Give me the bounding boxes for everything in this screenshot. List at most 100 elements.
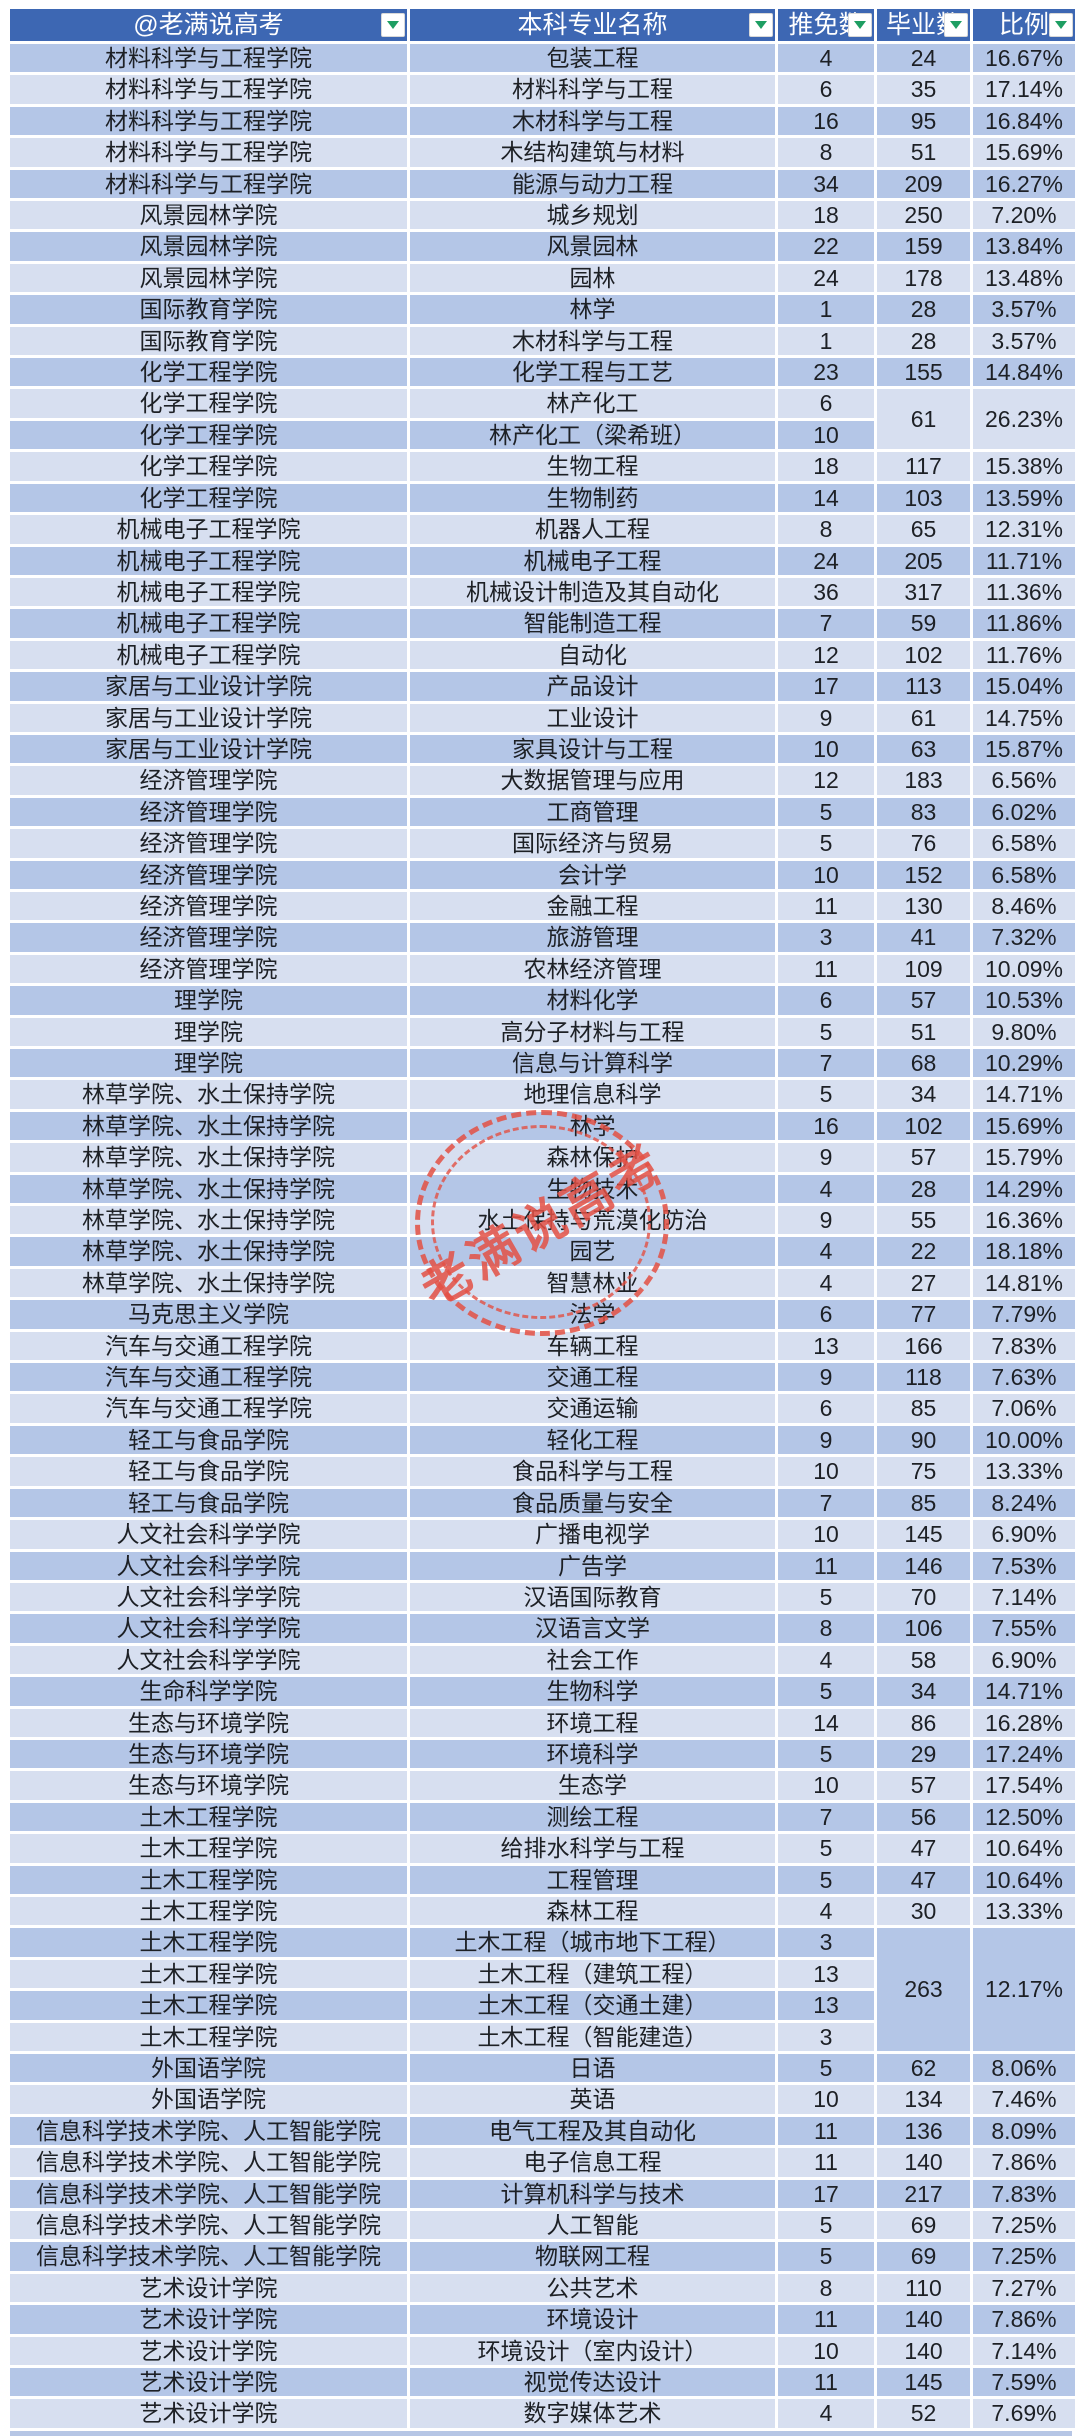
major-cell: 森林工程 <box>407 1893 778 1929</box>
major-cell: 自动化 <box>407 637 778 673</box>
major-cell: 园林 <box>407 260 778 296</box>
college-cell: 艺术设计学院 <box>7 2396 410 2431</box>
major-cell: 轻化工程 <box>407 1422 778 1458</box>
biye-cell: 70 <box>874 1579 973 1615</box>
college-cell: 风景园林学院 <box>7 229 410 264</box>
college-cell: 材料科学与工程学院 <box>7 135 410 170</box>
biye-cell: 62 <box>874 2050 973 2086</box>
table-row: 林草学院、水土保持学院 林学 16 102 15.69% <box>7 1108 1078 1144</box>
college-cell: 生态与环境学院 <box>7 1768 410 1803</box>
filter-dropdown-button[interactable] <box>1049 13 1073 37</box>
table-row: 人文社会科学学院 广播电视学 10 145 6.90% <box>7 1517 1078 1552</box>
filter-dropdown-button[interactable] <box>749 13 773 37</box>
college-cell: 林草学院、水土保持学院 <box>7 1140 410 1175</box>
college-cell: 经济管理学院 <box>7 794 410 830</box>
table-row: 林草学院、水土保持学院 生物技术 4 28 14.29% <box>7 1171 1078 1207</box>
ratio-cell: 15.38% <box>970 449 1078 484</box>
table-row: 信息科学技术学院、人工智能学院 电子信息工程 11 140 7.86% <box>7 2145 1078 2180</box>
ratio-cell: 12.31% <box>970 512 1078 547</box>
tuimian-cell: 9 <box>775 1422 877 1458</box>
biye-cell: 95 <box>874 103 973 139</box>
table-row: 艺术设计学院 公共艺术 8 110 7.27% <box>7 2270 1078 2306</box>
major-cell: 社会工作 <box>407 1642 778 1678</box>
college-cell: 国际教育学院 <box>7 323 410 359</box>
ratio-cell: 10.64% <box>970 1862 1078 1897</box>
major-cell: 林学 <box>407 292 778 327</box>
tuimian-cell: 24 <box>775 260 877 296</box>
college-cell: 土木工程学院 <box>7 1799 410 1835</box>
college-cell: 化学工程学院 <box>7 417 410 453</box>
college-cell: 林草学院、水土保持学院 <box>7 1234 410 1269</box>
college-cell: 国际教育学院 <box>7 292 410 327</box>
table-row: 轻工与食品学院 食品科学与工程 10 75 13.33% <box>7 1454 1078 1489</box>
header-college-label: @老满说高考 <box>133 11 284 39</box>
filter-dropdown-button[interactable] <box>848 13 872 37</box>
college-cell: 化学工程学院 <box>7 480 410 516</box>
major-cell: 环境工程 <box>407 1705 778 1740</box>
major-cell: 环境设计（室内设计） <box>407 2333 778 2369</box>
tuimian-cell: 7 <box>775 1045 877 1081</box>
biye-cell: 85 <box>874 1391 973 1426</box>
tuimian-cell: 10 <box>775 1768 877 1803</box>
major-cell: 材料科学与工程 <box>407 72 778 107</box>
biye-cell: 27 <box>874 1265 973 1301</box>
biye-cell: 83 <box>874 794 973 830</box>
college-cell: 土木工程学院 <box>7 1988 410 2023</box>
college-cell: 化学工程学院 <box>7 386 410 421</box>
college-cell: 林草学院、水土保持学院 <box>7 1171 410 1207</box>
major-cell: 交通工程 <box>407 1360 778 1395</box>
biye-cell: 35 <box>874 72 973 107</box>
major-cell: 机械设计制造及其自动化 <box>407 574 778 610</box>
ratio-cell: 10.09% <box>970 951 1078 987</box>
tuimian-cell: 4 <box>775 1265 877 1301</box>
college-cell: 艺术设计学院 <box>7 2333 410 2369</box>
ratio-cell: 17.14% <box>970 72 1078 107</box>
college-cell: 轻工与食品学院 <box>7 1485 410 1521</box>
major-cell: 法学 <box>407 1297 778 1332</box>
major-cell: 给排水科学与工程 <box>407 1831 778 1866</box>
biye-cell: 134 <box>874 2082 973 2117</box>
table-row: 化学工程学院 生物制药 14 103 13.59% <box>7 480 1078 516</box>
ratio-cell: 7.14% <box>970 1579 1078 1615</box>
tuimian-cell: 14 <box>775 1705 877 1740</box>
college-cell: 信息科学技术学院、人工智能学院 <box>7 2113 410 2149</box>
tuimian-cell: 13 <box>775 1956 877 1992</box>
tuimian-cell: 6 <box>775 983 877 1018</box>
table-row: 经济管理学院 大数据管理与应用 12 183 6.56% <box>7 763 1078 798</box>
college-cell: 马克思主义学院 <box>7 1297 410 1332</box>
filter-dropdown-button[interactable] <box>944 13 968 37</box>
biye-cell: 28 <box>874 323 973 359</box>
table-row: 化学工程学院 林产化工（梁希班） 10 <box>7 417 1077 453</box>
college-cell: 信息科学技术学院、人工智能学院 <box>7 2239 410 2274</box>
table-row: 林草学院、水土保持学院 水土保持与荒漠化防治 9 55 16.36% <box>7 1203 1078 1238</box>
college-cell: 机械电子工程学院 <box>7 637 410 673</box>
tuimian-cell: 6 <box>775 386 877 421</box>
tuimian-cell: 11 <box>775 888 877 924</box>
tuimian-cell: 4 <box>775 1893 877 1929</box>
biye-cell: 30 <box>874 1893 973 1929</box>
ratio-cell: 12.17% <box>970 1925 1078 2054</box>
major-cell: 生态学 <box>407 1768 778 1803</box>
ratio-cell: 7.83% <box>970 1328 1078 1364</box>
table-row: 理学院 信息与计算科学 7 68 10.29% <box>7 1045 1078 1081</box>
major-cell: 车辆工程 <box>407 1328 778 1364</box>
ratio-cell: 16.36% <box>970 1203 1078 1238</box>
table-row: 轻工与食品学院 食品质量与安全 7 85 8.24% <box>7 1485 1078 1521</box>
college-cell: 林草学院、水土保持学院 <box>7 1203 410 1238</box>
major-cell: 人工智能 <box>407 2208 778 2243</box>
ratio-cell: 13.33% <box>970 1893 1078 1929</box>
college-cell: 艺术设计学院 <box>7 2365 410 2400</box>
biye-cell: 166 <box>874 1328 973 1364</box>
college-cell: 人文社会科学学院 <box>7 1611 410 1646</box>
major-cell: 生物制药 <box>407 480 778 516</box>
table-row: 人文社会科学学院 汉语国际教育 5 70 7.14% <box>7 1579 1078 1615</box>
biye-cell: 109 <box>874 951 973 987</box>
major-cell: 汉语言文学 <box>407 1611 778 1646</box>
filter-dropdown-button[interactable] <box>381 13 405 37</box>
tuimian-cell: 3 <box>775 2019 877 2055</box>
table-row: 经济管理学院 农林经济管理 11 109 10.09% <box>7 951 1078 987</box>
biye-cell: 77 <box>874 1297 973 1332</box>
tuimian-cell: 4 <box>775 1642 877 1678</box>
tuimian-cell: 3 <box>775 1925 877 1960</box>
major-cell: 电气工程及其自动化 <box>407 2113 778 2149</box>
